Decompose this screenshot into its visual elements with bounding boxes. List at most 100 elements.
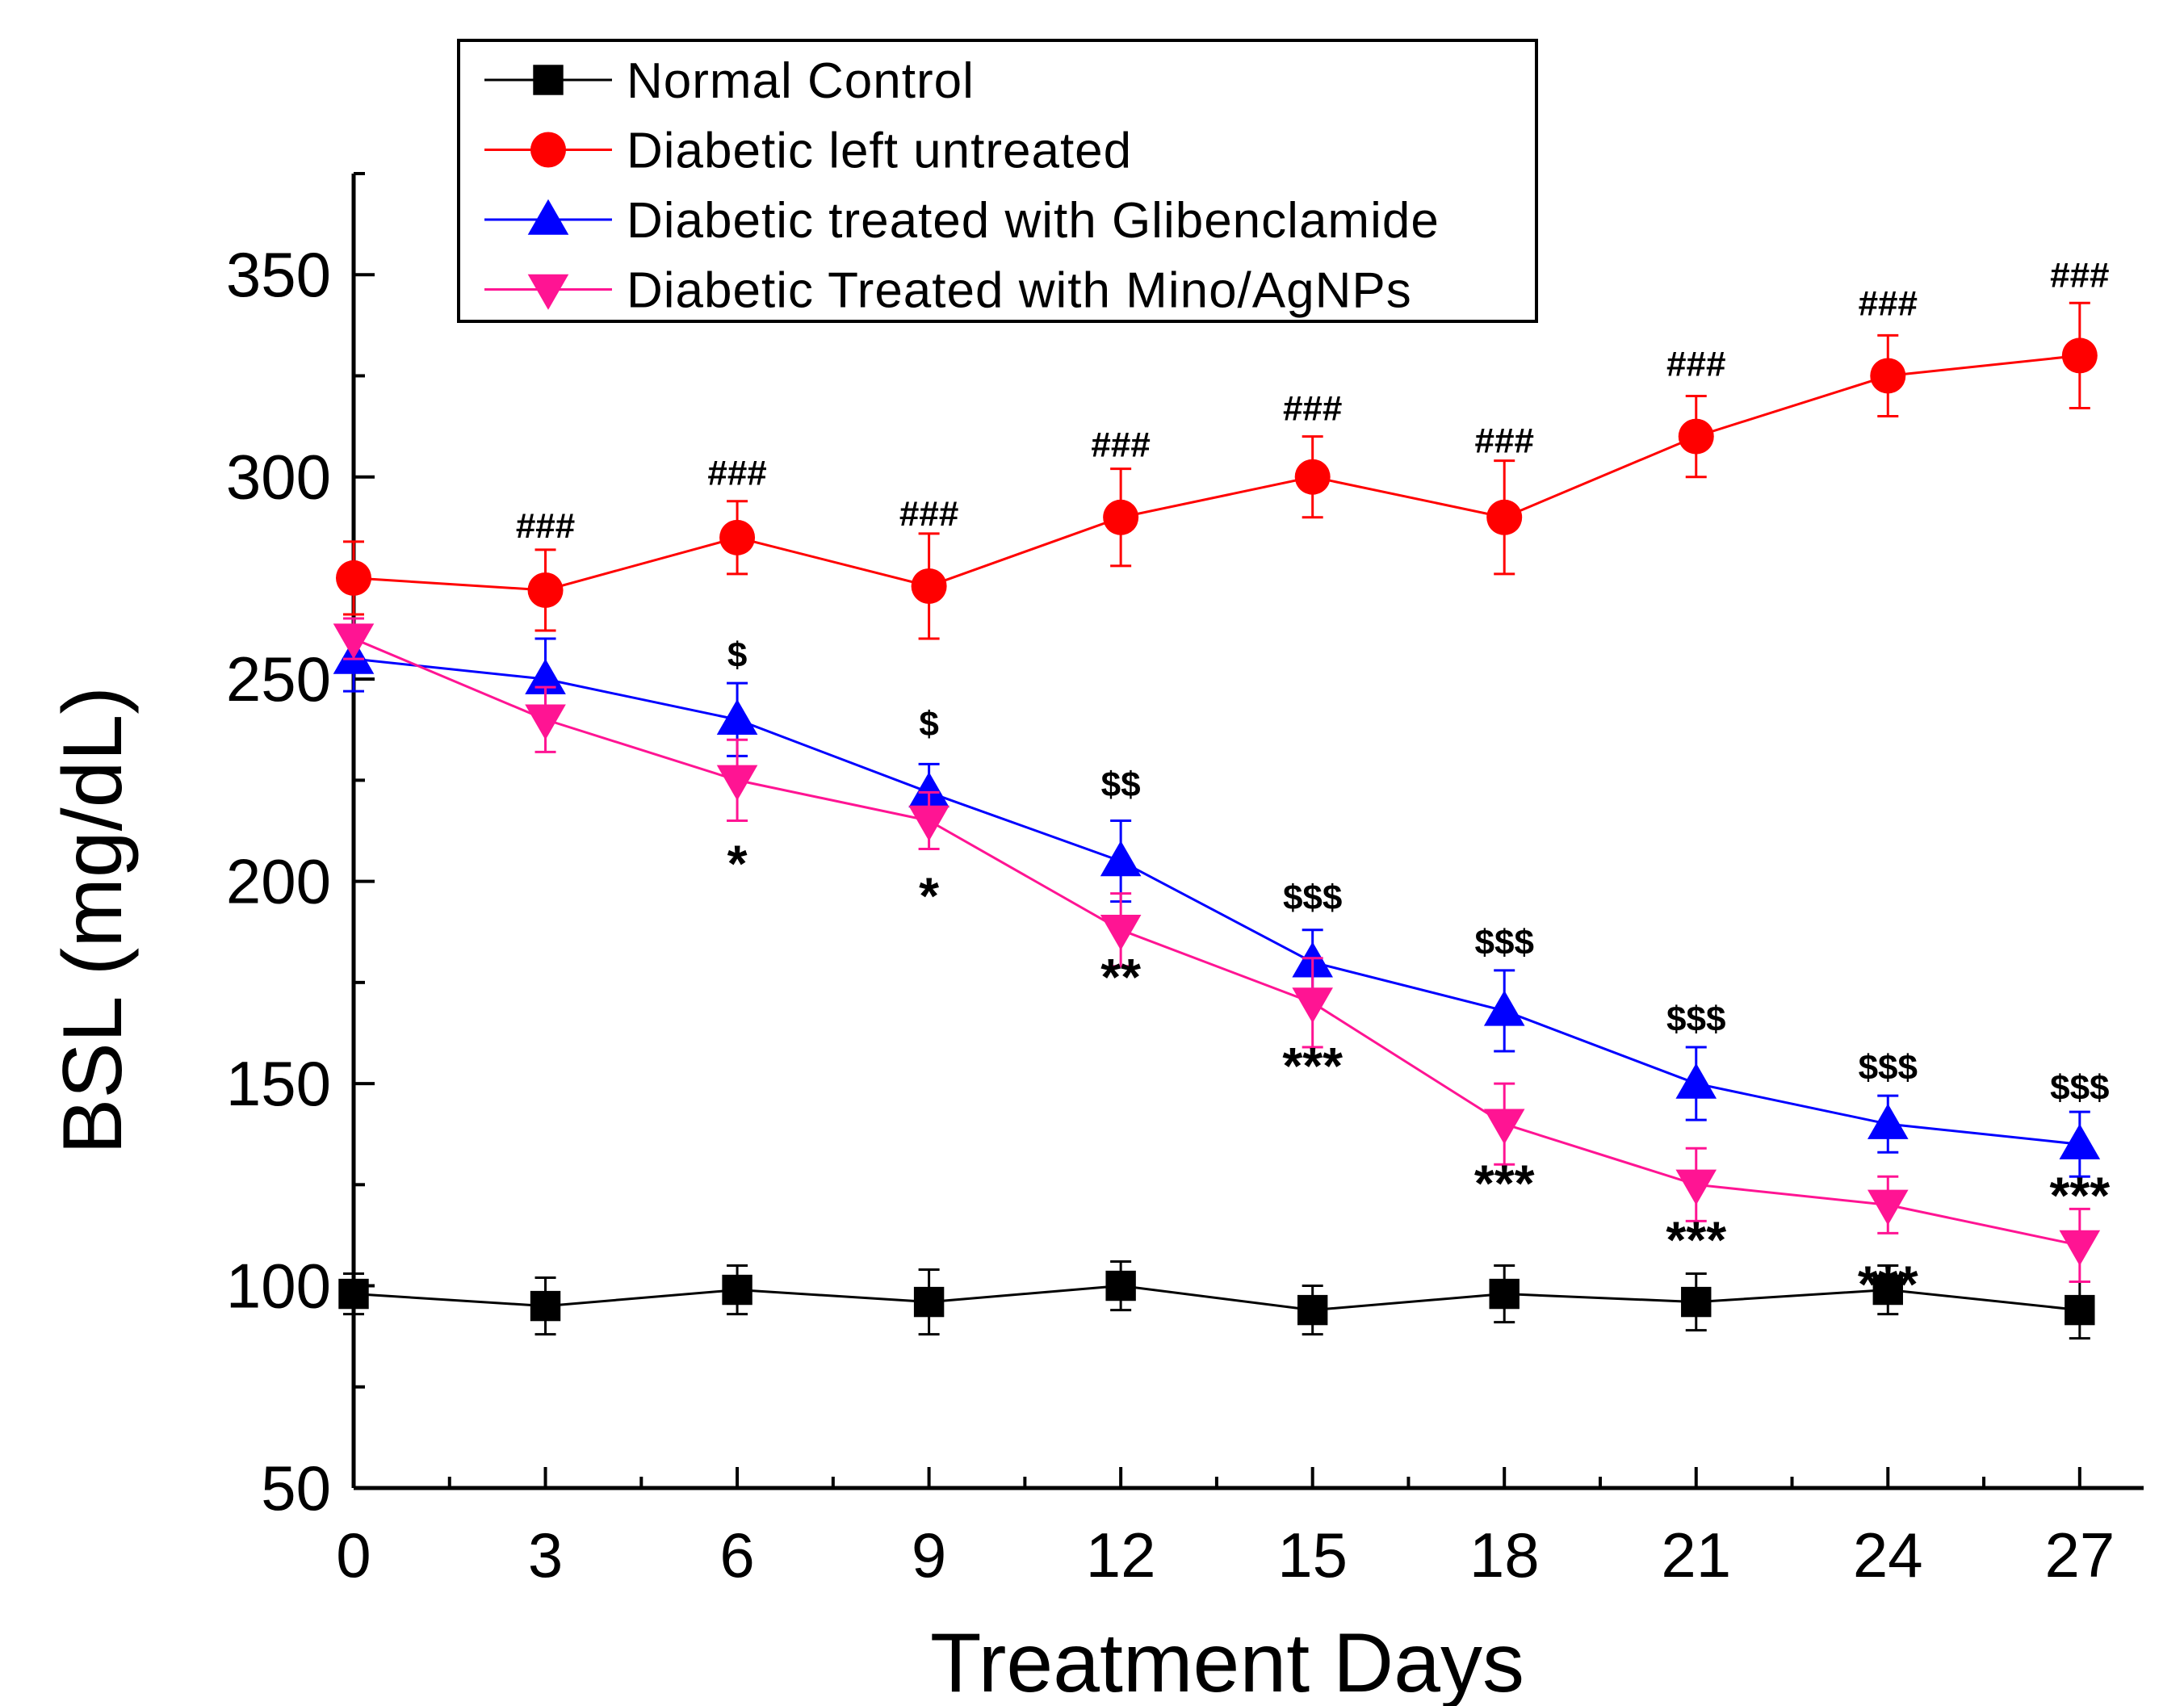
- series-line: [353, 354, 2080, 592]
- data-point: [2061, 337, 2098, 374]
- y-tick-label: 200: [226, 846, 331, 917]
- data-point: [911, 568, 947, 604]
- data-point: [722, 1274, 752, 1306]
- legend-box: [457, 39, 1538, 323]
- y-tick-label: 250: [226, 643, 331, 715]
- series-line: [353, 657, 2080, 1146]
- data-point: [913, 1286, 945, 1318]
- data-point: [1297, 1294, 1328, 1326]
- plot-area: 0 3 6 9 12 15 18 21 24 27 50 100 150 200 250 300 350 ### #…: [226, 172, 2144, 1591]
- significance-annotation: $$$: [1475, 923, 1534, 962]
- data-point: [1870, 358, 1906, 394]
- data-point: [1675, 1169, 1717, 1205]
- data-point: [908, 805, 949, 841]
- data-point: [1872, 1274, 1903, 1306]
- data-point: [1867, 1189, 1909, 1226]
- data-point: [338, 1278, 369, 1310]
- legend-label-diabetic-treated-with-glibenclamide: Diabetic treated with Glibenclamide: [627, 193, 1440, 249]
- significance-annotation: $$$: [2050, 1068, 2109, 1108]
- significance-annotation: $: [727, 635, 747, 675]
- data-point: [908, 772, 949, 808]
- significance-annotation: *: [919, 867, 939, 925]
- legend-marker: [527, 199, 569, 235]
- series-diabetic-treated-with-mino-agnps: [333, 617, 2101, 1284]
- significance-annotation: $$$: [1666, 1000, 1725, 1039]
- significance-annotation: ***: [1282, 1037, 1343, 1095]
- x-tick-label: 6: [719, 1519, 754, 1591]
- legend-label-normal-control: Normal Control: [627, 53, 975, 109]
- data-point: [716, 698, 758, 735]
- x-tick-label: 18: [1469, 1519, 1540, 1591]
- data-point: [1100, 915, 1142, 951]
- legend-marker: [533, 65, 564, 95]
- significance-annotation: $$: [1101, 765, 1141, 804]
- x-tick-label: 3: [528, 1519, 563, 1591]
- legend: Normal Control Diabetic left untreated Dia…: [457, 39, 1538, 323]
- legend-label-diabetic-left-untreated: Diabetic left untreated: [627, 124, 1132, 179]
- y-tick-label: 150: [226, 1048, 331, 1119]
- data-point: [1867, 1103, 1909, 1139]
- data-point: [1105, 1270, 1136, 1302]
- significance-annotation: ###: [1283, 389, 1342, 429]
- series-diabetic-left-untreated: [336, 301, 2098, 640]
- series-normal-control: [338, 1260, 2095, 1340]
- significance-annotation: ###: [707, 454, 766, 493]
- significance-annotation: $: [919, 704, 938, 744]
- data-point: [1292, 987, 1333, 1024]
- data-point: [530, 1290, 561, 1322]
- legend-label-diabetic-treated-with-mino-agnps: Diabetic Treated with Mino/AgNPs: [627, 263, 1412, 319]
- data-point: [1294, 459, 1331, 495]
- significance-annotation: $$$: [1283, 878, 1342, 918]
- legend-marker: [527, 274, 569, 310]
- series-line: [353, 1285, 2080, 1312]
- significance-annotation: ###: [516, 506, 575, 546]
- data-point: [2059, 1123, 2101, 1159]
- significance-annotation: **: [1100, 948, 1141, 1006]
- x-tick-label: 27: [2044, 1519, 2115, 1591]
- x-tick-label: 12: [1086, 1519, 1156, 1591]
- data-point: [1681, 1286, 1712, 1318]
- significance-annotation: ###: [2050, 255, 2109, 295]
- significance-annotation: ***: [2049, 1166, 2110, 1224]
- significance-annotation: ###: [1666, 344, 1725, 384]
- x-tick-label: 24: [1853, 1519, 1923, 1591]
- significance-annotation: ###: [899, 494, 958, 534]
- data-point: [1675, 1063, 1717, 1099]
- series-line: [353, 637, 2081, 1247]
- significance-annotation: *: [727, 835, 748, 893]
- y-tick-label: 50: [261, 1452, 331, 1524]
- data-point: [336, 560, 371, 596]
- y-axis-title: BSL (mg/dL): [46, 686, 140, 1155]
- data-point: [525, 658, 566, 694]
- significance-annotation: ***: [1666, 1210, 1726, 1268]
- significance-annotation: ###: [1475, 421, 1534, 461]
- significance-annotation: ###: [1859, 283, 1918, 323]
- significance-annotation: ***: [1858, 1255, 1918, 1314]
- data-point: [1678, 418, 1714, 455]
- data-point: [1100, 840, 1142, 877]
- significance-annotation: ***: [1474, 1154, 1535, 1212]
- data-point: [1483, 990, 1525, 1026]
- x-tick-label: 15: [1277, 1519, 1348, 1591]
- x-axis-title: Treatment Days: [930, 1616, 1524, 1706]
- data-point: [1486, 499, 1523, 535]
- data-point: [716, 765, 758, 801]
- significance-annotation: $$$: [1859, 1048, 1918, 1088]
- series-diabetic-treated-with-glibenclamide: [333, 625, 2101, 1178]
- data-point: [1489, 1278, 1520, 1310]
- x-tick-label: 21: [1661, 1519, 1731, 1591]
- data-point: [527, 572, 564, 608]
- data-point: [333, 623, 375, 660]
- x-tick-label: 0: [336, 1519, 371, 1591]
- data-point: [1483, 1109, 1525, 1145]
- data-point: [2059, 1230, 2101, 1266]
- legend-marker: [530, 132, 566, 168]
- data-point: [525, 704, 566, 740]
- y-tick-label: 100: [226, 1251, 331, 1322]
- data-point: [719, 519, 756, 555]
- data-point: [1103, 499, 1139, 535]
- data-point: [2065, 1294, 2095, 1326]
- significance-annotation: ###: [1091, 425, 1150, 465]
- y-tick-label: 350: [226, 239, 331, 310]
